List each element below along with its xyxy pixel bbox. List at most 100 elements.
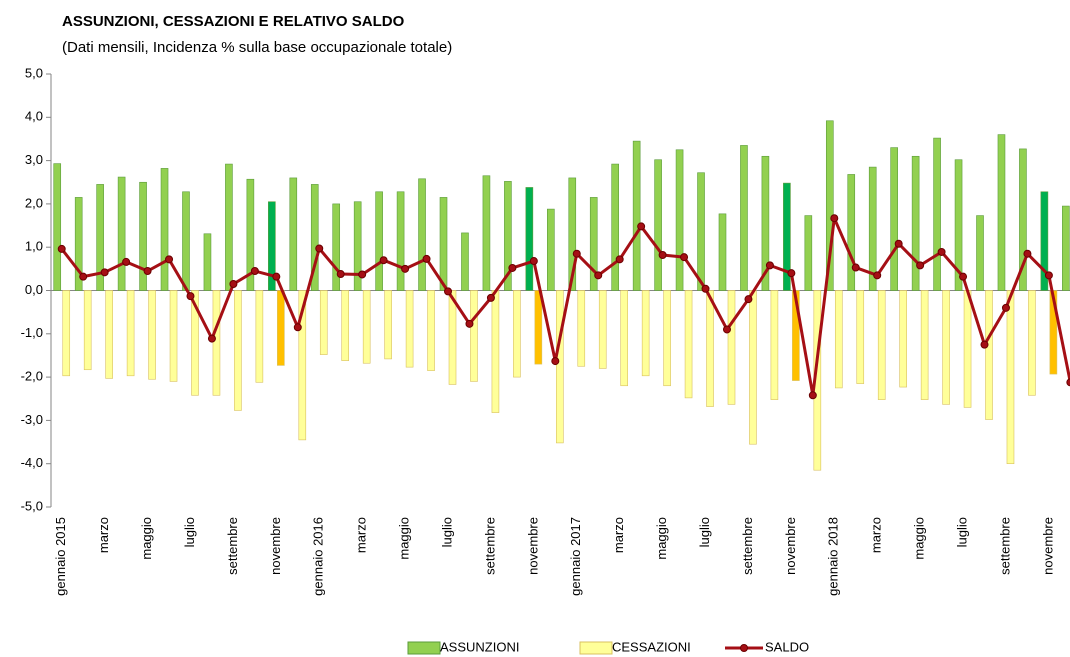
bar — [783, 182, 791, 291]
y-tick-label: 1,0 — [25, 239, 43, 254]
bar — [148, 290, 156, 380]
bar — [225, 163, 233, 291]
bar — [139, 181, 147, 291]
point — [551, 357, 560, 366]
bar — [1040, 191, 1049, 291]
x-tick-label: novembre — [268, 517, 283, 575]
bar — [547, 208, 555, 291]
bar — [942, 290, 950, 405]
bar — [504, 181, 512, 291]
legend-marker — [740, 644, 748, 652]
bar — [727, 290, 736, 405]
x-tick-label: novembre — [783, 517, 798, 575]
bar — [534, 290, 543, 365]
bar — [985, 290, 993, 420]
x-tick-label: novembre — [525, 517, 540, 575]
bar — [448, 290, 457, 385]
bar — [191, 290, 199, 396]
point — [658, 250, 667, 259]
bar — [1019, 148, 1027, 291]
point — [701, 284, 710, 293]
bar — [920, 290, 929, 400]
point — [186, 292, 195, 301]
bar — [439, 197, 448, 291]
point — [272, 272, 281, 281]
point — [229, 280, 238, 289]
point — [572, 249, 581, 258]
bar — [289, 177, 298, 291]
bar — [1028, 290, 1036, 396]
point — [722, 325, 731, 334]
bar — [525, 187, 534, 291]
y-tick-label: -1,0 — [21, 325, 43, 340]
bar — [911, 155, 920, 291]
x-tick-label: gennaio 2018 — [826, 517, 841, 596]
bar — [384, 290, 392, 360]
x-tick-label: settembre — [997, 517, 1012, 575]
bar — [396, 191, 405, 291]
x-tick-label: gennaio 2017 — [568, 517, 583, 596]
point — [1023, 249, 1032, 258]
bar — [255, 290, 264, 383]
bar — [375, 191, 383, 291]
point — [422, 254, 431, 263]
point — [959, 272, 968, 281]
x-tick-label: marzo — [869, 517, 884, 553]
bar — [470, 290, 478, 382]
bar — [577, 290, 586, 367]
bar — [804, 215, 813, 291]
point — [250, 267, 259, 276]
point — [293, 323, 302, 332]
point — [529, 257, 538, 266]
y-tick-label: -2,0 — [21, 369, 43, 384]
point — [830, 214, 839, 223]
bar — [418, 178, 426, 291]
bar — [1006, 290, 1015, 464]
bar — [598, 290, 607, 369]
point — [615, 255, 624, 264]
y-tick-label: -3,0 — [21, 412, 43, 427]
point — [57, 244, 66, 253]
x-tick-label: gennaio 2016 — [311, 517, 326, 596]
bar — [675, 149, 684, 291]
bar — [856, 290, 865, 384]
bar — [877, 290, 886, 400]
bar — [770, 290, 779, 400]
point — [336, 270, 345, 279]
bar — [611, 163, 619, 291]
bar — [268, 201, 276, 291]
x-tick-label: settembre — [482, 517, 497, 575]
bar — [212, 290, 221, 396]
point — [465, 319, 474, 328]
bar — [954, 159, 963, 291]
bar — [933, 137, 941, 291]
bar — [761, 155, 770, 291]
legend-swatch — [579, 641, 613, 655]
x-tick-label: settembre — [740, 517, 755, 575]
bar — [847, 174, 856, 291]
x-tick-label: marzo — [611, 517, 626, 553]
bar — [117, 176, 126, 291]
point — [122, 257, 131, 266]
bar — [890, 147, 898, 291]
bar — [1062, 205, 1070, 291]
chart-title: ASSUNZIONI, CESSAZIONI E RELATIVO SALDO — [62, 13, 405, 30]
point — [765, 261, 774, 270]
bar — [825, 120, 834, 291]
bar — [182, 191, 190, 291]
line — [60, 216, 1070, 397]
bar — [706, 290, 714, 407]
point — [486, 293, 495, 302]
point — [1044, 271, 1053, 280]
bar — [74, 197, 83, 291]
chart-subtitle: (Dati mensili, Incidenza % sulla base oc… — [62, 39, 452, 56]
point — [379, 256, 388, 265]
bar — [234, 290, 242, 411]
point — [937, 247, 946, 256]
point — [680, 253, 689, 262]
legend-label: CESSAZIONI — [612, 639, 691, 654]
bar — [663, 290, 671, 387]
point — [873, 271, 882, 280]
